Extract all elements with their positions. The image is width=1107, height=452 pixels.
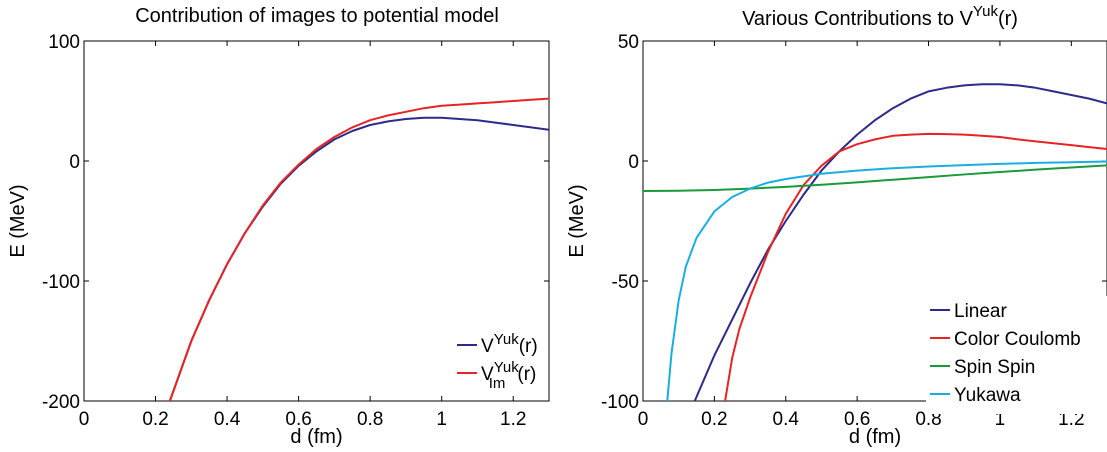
x-tick-label: 0.2 xyxy=(142,409,168,430)
y-tick-label: -100 xyxy=(42,272,80,293)
series-line-yukawa xyxy=(666,160,1107,401)
series-line-linear xyxy=(693,83,1107,401)
chart-title: Various Contributions to VYuk(r) xyxy=(742,3,1018,30)
y-tick-label: -100 xyxy=(601,392,639,413)
x-tick-label: 0.6 xyxy=(844,409,870,430)
legend-entry: Spin Spin xyxy=(954,357,1035,378)
series-line-color-coulomb xyxy=(724,132,1107,401)
series-group xyxy=(643,83,1107,401)
y-tick-label: 0 xyxy=(69,152,80,173)
right-chart: Various Contributions to VYuk(r) 0 0.2 0.4 0… xyxy=(566,3,1107,448)
x-tick-label: 0.4 xyxy=(214,409,241,430)
x-axis-label: d (fm) xyxy=(849,426,901,448)
chart-title-superscript: Yuk xyxy=(973,3,999,20)
x-tick-label: 0 xyxy=(638,409,649,430)
legend-entry: VYuk Im (r) xyxy=(481,359,536,392)
chart-title-base: Various Contributions to V xyxy=(742,8,974,30)
y-tick-label: 50 xyxy=(618,32,639,53)
legend-tail: (r) xyxy=(519,336,538,357)
series-group xyxy=(168,97,549,401)
y-tick-label: -200 xyxy=(42,392,80,413)
y-tick-label: 100 xyxy=(48,32,80,53)
legend-base: V xyxy=(481,364,494,385)
x-tick-label: 0.8 xyxy=(357,409,383,430)
y-axis-label: E (MeV) xyxy=(7,184,29,257)
y-axis-label: E (MeV) xyxy=(566,184,588,257)
legend-tail: (r) xyxy=(517,364,536,385)
x-tick-label: 1 xyxy=(436,409,447,430)
x-tick-label: 0.6 xyxy=(285,409,311,430)
x-tick-label: 1.2 xyxy=(500,409,526,430)
legend-base: V xyxy=(481,336,494,357)
x-tick-label: 0.2 xyxy=(701,409,727,430)
y-tick-label: 0 xyxy=(628,152,639,173)
legend-superscript: Yuk xyxy=(494,331,520,348)
x-tick-label: 0.4 xyxy=(773,409,800,430)
legend-entry: Color Coulomb xyxy=(954,329,1081,350)
chart-title: Contribution of images to potential mode… xyxy=(135,5,499,27)
left-chart: Contribution of images to potential mode… xyxy=(7,5,550,448)
legend-subscript: Im xyxy=(489,375,506,392)
x-tick-label: 1.2 xyxy=(1058,409,1084,430)
x-tick-label: 1 xyxy=(995,409,1006,430)
legend-box xyxy=(926,296,1107,414)
legend-entry: VYuk(r) xyxy=(481,331,538,357)
x-tick-label: 0.8 xyxy=(915,409,941,430)
legend-entry: Linear xyxy=(954,301,1007,322)
legend-entry: Yukawa xyxy=(954,385,1021,406)
legend-superscript: Yuk xyxy=(494,359,520,376)
chart-title-tail: (r) xyxy=(998,8,1018,30)
series-line-spin-spin xyxy=(643,164,1107,192)
x-tick-label: 0 xyxy=(79,409,90,430)
series-line-1 xyxy=(168,97,549,401)
x-axis-label: d (fm) xyxy=(290,426,342,448)
y-tick-label: -50 xyxy=(612,272,639,293)
legend-box xyxy=(453,331,547,393)
